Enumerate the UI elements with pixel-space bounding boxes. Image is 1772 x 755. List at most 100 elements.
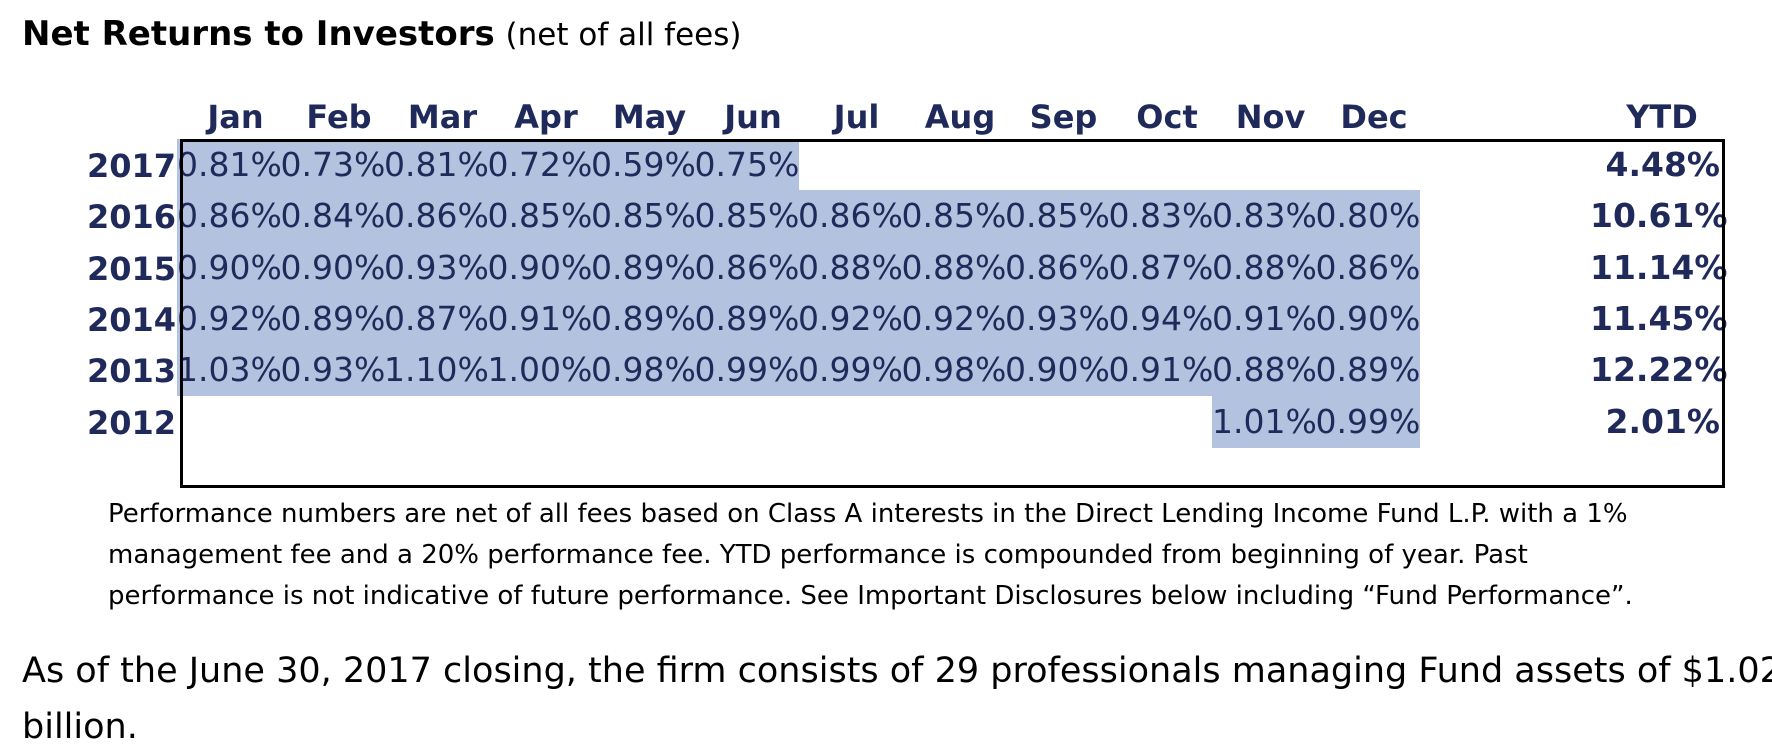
return-cell: 0.99%: [1315, 395, 1420, 448]
return-cell: 1.01%: [1212, 395, 1317, 448]
return-cell: 0.85%: [901, 190, 1006, 243]
return-cell: [1109, 396, 1214, 448]
return-cell: [591, 396, 696, 448]
return-cell: 0.91%: [487, 292, 592, 346]
return-cell: 0.85%: [694, 190, 799, 243]
return-cell: 0.91%: [1212, 292, 1317, 346]
return-cell: 0.99%: [798, 344, 903, 397]
return-cell: [281, 396, 386, 448]
return-cell: 0.80%: [1315, 190, 1420, 243]
return-cell: 0.88%: [798, 241, 903, 294]
month-header-nov: Nov: [1235, 98, 1306, 136]
summary-paragraph: As of the June 30, 2017 closing, the fir…: [22, 643, 1772, 755]
return-cell: [902, 396, 1007, 448]
month-header-may: May: [612, 98, 687, 136]
title-main: Net Returns to Investors: [22, 14, 495, 54]
return-cell: 0.99%: [694, 344, 799, 397]
footnote-line: management fee and a 20% performance fee…: [108, 540, 1528, 570]
summary-line: As of the June 30, 2017 closing, the fir…: [22, 651, 1772, 691]
return-cell: 0.98%: [901, 344, 1006, 397]
return-cell: 0.89%: [1315, 344, 1420, 397]
month-header-dec: Dec: [1340, 98, 1408, 136]
footnote-line: Performance numbers are net of all fees …: [108, 499, 1628, 529]
return-cell: [1005, 139, 1110, 191]
return-cell: 1.10%: [384, 344, 489, 397]
return-cell: 0.86%: [177, 190, 282, 243]
return-cell: 0.89%: [591, 241, 696, 294]
return-cell: [384, 396, 489, 448]
return-cell: 0.89%: [280, 292, 385, 346]
return-cell: [902, 139, 1007, 191]
summary-line: billion.: [22, 707, 138, 747]
return-cell: 0.88%: [1212, 241, 1317, 294]
return-cell: 0.86%: [694, 241, 799, 294]
return-cell: 0.90%: [280, 241, 385, 294]
return-cell: 0.92%: [177, 292, 282, 346]
return-cell: 0.90%: [177, 241, 282, 294]
return-cell: [177, 396, 282, 448]
return-cell: 0.85%: [487, 190, 592, 243]
return-cell: [798, 139, 903, 191]
return-cell: 1.03%: [177, 344, 282, 397]
ytd-value: 11.14%: [1590, 247, 1728, 287]
return-cell: 0.88%: [901, 241, 1006, 294]
return-cell: [798, 396, 903, 448]
return-cell: 0.81%: [384, 139, 489, 192]
return-cell: 0.87%: [384, 292, 489, 346]
return-cell: 0.81%: [177, 139, 282, 192]
return-cell: 0.83%: [1108, 190, 1213, 243]
ytd-value: 11.45%: [1590, 298, 1728, 338]
month-header-apr: Apr: [514, 98, 578, 136]
year-label: 2014: [86, 300, 176, 339]
ytd-value: 10.61%: [1590, 196, 1728, 236]
return-cell: 0.90%: [1315, 292, 1420, 346]
return-cell: [1109, 139, 1214, 191]
month-header-feb: Feb: [306, 98, 372, 136]
return-cell: 0.86%: [1005, 241, 1110, 294]
return-cell: 0.86%: [798, 190, 903, 243]
return-cell: 0.85%: [591, 190, 696, 243]
return-cell: 0.83%: [1212, 190, 1317, 243]
month-header-jan: Jan: [207, 98, 264, 136]
year-label: 2017: [86, 147, 176, 185]
return-cell: [488, 396, 593, 448]
return-cell: 0.73%: [280, 139, 385, 192]
year-label: 2013: [86, 352, 176, 391]
page-title: Net Returns to Investors (net of all fee…: [22, 14, 741, 54]
return-cell: [1316, 139, 1421, 191]
month-header-sep: Sep: [1029, 98, 1098, 136]
performance-footnote: Performance numbers are net of all fees …: [108, 494, 1758, 617]
return-cell: 0.59%: [591, 139, 696, 192]
footnote-line: performance is not indicative of future …: [108, 581, 1633, 611]
return-cell: 0.89%: [591, 292, 696, 346]
return-cell: 0.93%: [1005, 292, 1110, 346]
return-cell: 0.92%: [901, 292, 1006, 346]
year-label: 2015: [86, 249, 176, 288]
return-cell: 0.92%: [798, 292, 903, 346]
year-label: 2016: [86, 198, 176, 237]
ytd-value: 2.01%: [1605, 401, 1721, 441]
return-cell: 0.84%: [280, 190, 385, 243]
return-cell: 0.87%: [1108, 241, 1213, 294]
return-cell: 0.85%: [1005, 190, 1110, 243]
month-header-oct: Oct: [1136, 98, 1198, 136]
year-label: 2012: [86, 403, 176, 442]
return-cell: 0.75%: [694, 139, 799, 192]
return-cell: 1.00%: [487, 344, 592, 397]
return-cell: 0.89%: [694, 292, 799, 346]
return-cell: 0.86%: [384, 190, 489, 243]
title-subtitle: (net of all fees): [505, 17, 742, 53]
return-cell: 0.86%: [1315, 241, 1420, 294]
month-header-jul: Jul: [833, 98, 880, 136]
return-cell: 0.93%: [280, 344, 385, 397]
month-header-mar: Mar: [407, 98, 478, 136]
return-cell: [695, 396, 800, 448]
returns-table: Jan Feb Mar Apr May Jun Jul Aug Sep Oct Nov Dec YTD 2…: [86, 98, 1728, 488]
return-cell: 0.94%: [1108, 292, 1213, 346]
ytd-header: YTD: [1626, 98, 1698, 136]
return-cell: 0.90%: [487, 241, 592, 294]
return-cell: 0.98%: [591, 344, 696, 397]
ytd-value: 4.48%: [1605, 145, 1721, 184]
return-cell: 0.91%: [1108, 344, 1213, 397]
return-cell: [1005, 396, 1110, 448]
